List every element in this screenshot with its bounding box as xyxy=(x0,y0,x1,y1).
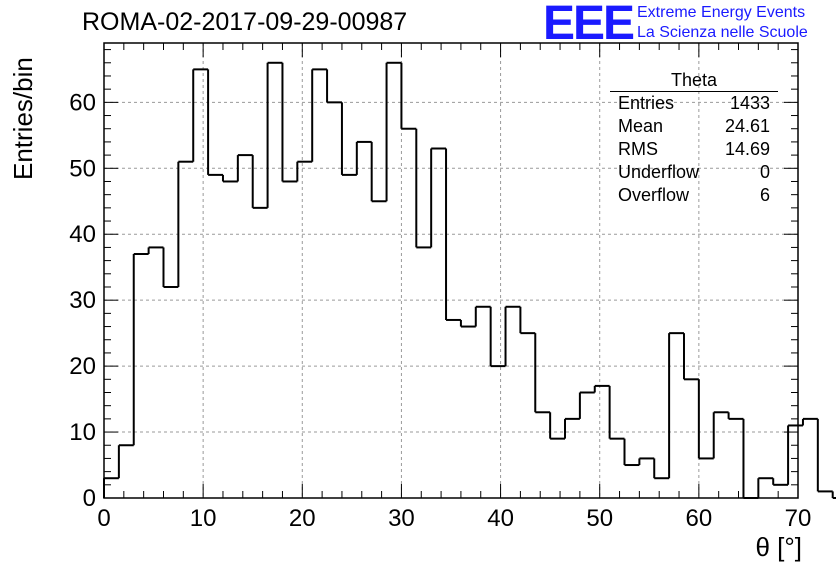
stats-label: Entries xyxy=(618,93,675,113)
x-tick-label: 60 xyxy=(686,505,713,532)
logo-mark: EEE xyxy=(543,0,635,50)
stats-row-entries: Entries 1433 xyxy=(610,92,778,115)
x-tick-label: 20 xyxy=(289,505,316,532)
stats-value: 1433 xyxy=(729,93,770,113)
stats-row-underflow: Underflow 0 xyxy=(610,161,778,184)
stats-row-overflow: Overflow 6 xyxy=(610,184,778,207)
stats-value: 6 xyxy=(759,185,770,205)
chart-title: ROMA-02-2017-09-29-00987 xyxy=(82,8,408,36)
x-tick-label: 30 xyxy=(388,505,415,532)
stats-box: Theta Entries 1433 Mean 24.61 RMS 14.69 … xyxy=(610,69,778,207)
stats-value: 0 xyxy=(759,162,770,182)
y-tick-label: 60 xyxy=(69,89,96,116)
y-axis-label: Entries/bin xyxy=(8,57,38,180)
stats-value: 14.69 xyxy=(724,139,770,159)
y-tick-label: 0 xyxy=(83,485,96,512)
grid-lines xyxy=(104,43,798,498)
x-tick-label: 50 xyxy=(586,505,613,532)
y-tick-label: 40 xyxy=(69,221,96,248)
stats-value: 24.61 xyxy=(724,116,770,136)
stats-label: Underflow xyxy=(618,162,700,182)
axes xyxy=(103,42,799,499)
x-tick-label: 70 xyxy=(785,505,812,532)
y-tick-label: 20 xyxy=(69,353,96,380)
stats-label: Mean xyxy=(618,116,664,136)
histogram-series xyxy=(103,61,836,499)
x-tick-label: 40 xyxy=(487,505,514,532)
plot-frame xyxy=(103,42,799,499)
x-tick-label: 10 xyxy=(190,505,217,532)
stats-box-name: Theta xyxy=(610,69,778,92)
y-tick-label: 30 xyxy=(69,287,96,314)
y-tick-label: 50 xyxy=(69,155,96,182)
stats-row-rms: RMS 14.69 xyxy=(610,138,778,161)
stats-row-mean: Mean 24.61 xyxy=(610,115,778,138)
y-tick-label: 10 xyxy=(69,419,96,446)
logo-line-2: La Scienza nelle Scuole xyxy=(637,24,808,41)
x-axis-label: θ [°] xyxy=(755,532,802,562)
logo-line-1: Extreme Energy Events xyxy=(637,4,806,21)
stats-label: RMS xyxy=(618,139,658,159)
stats-label: Overflow xyxy=(618,185,690,205)
x-tick-label: 0 xyxy=(97,505,110,532)
